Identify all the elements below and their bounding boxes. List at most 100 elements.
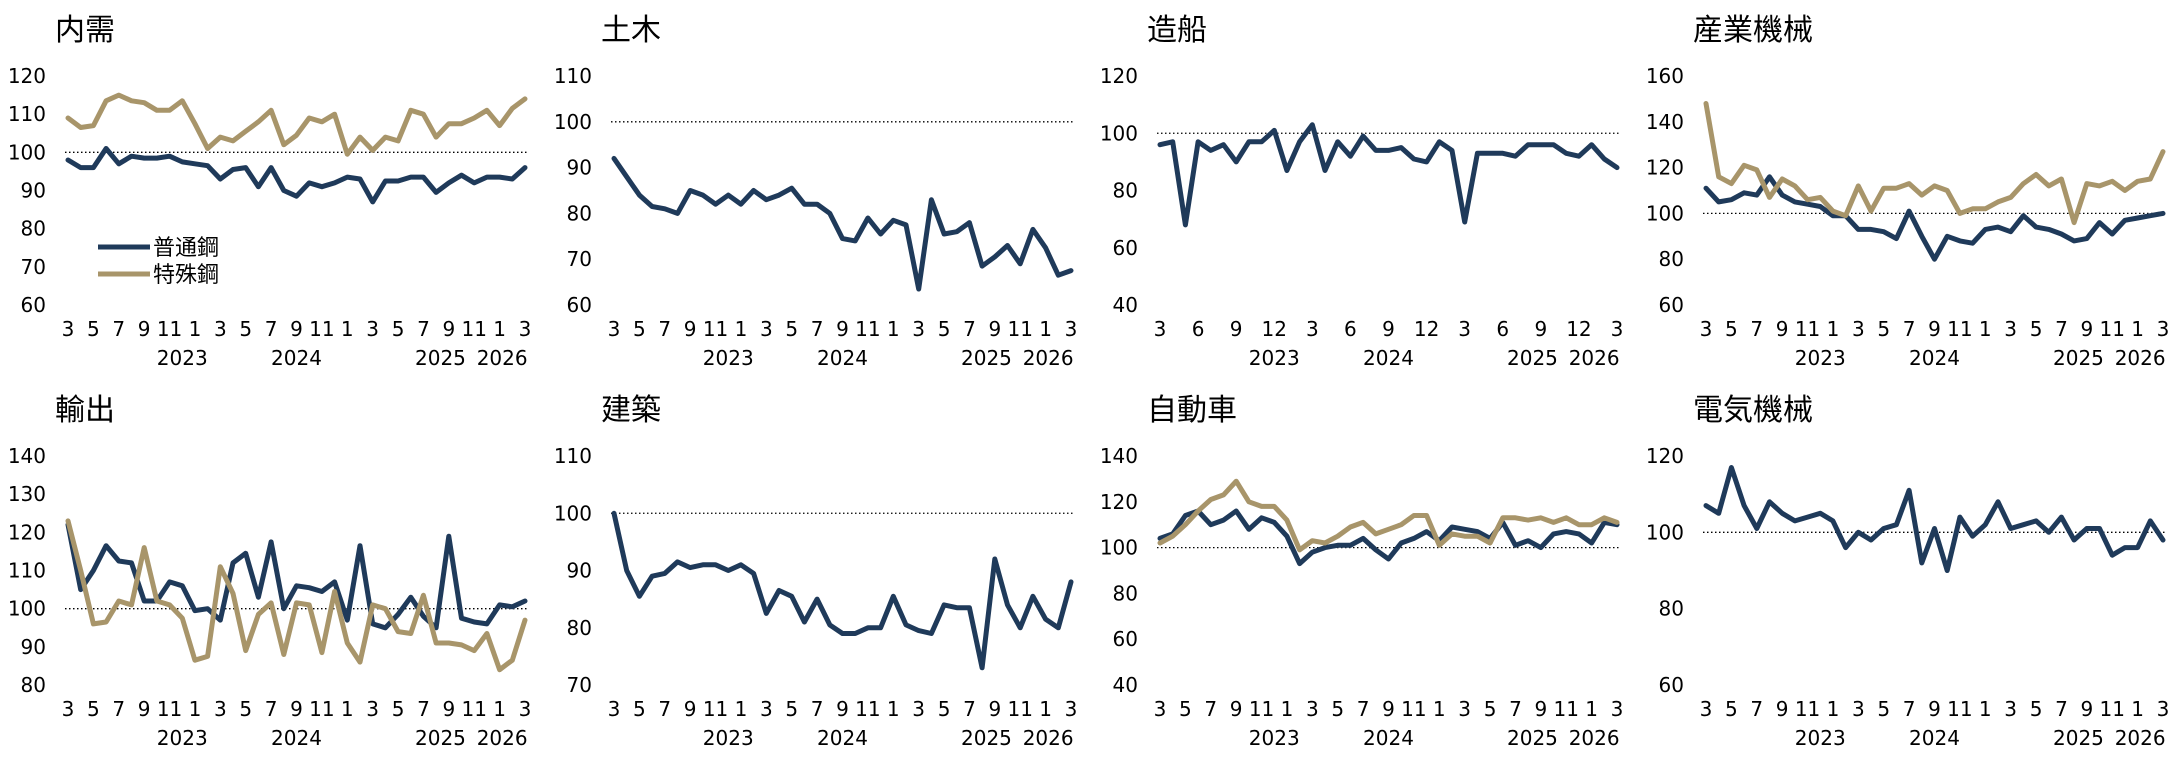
x-tick-label: 7: [1750, 317, 1763, 341]
x-year-label: 2025: [961, 346, 1012, 370]
chart-title: 産業機械: [1693, 13, 1813, 48]
x-tick-label: 7: [265, 317, 278, 341]
x-tick-label: 3: [1700, 697, 1713, 721]
x-year-label: 2024: [817, 346, 868, 370]
chart-title: 造船: [1147, 13, 1207, 48]
y-tick-label: 60: [1659, 673, 1684, 697]
x-tick-label: 5: [938, 697, 951, 721]
x-tick-label: 3: [62, 697, 75, 721]
x-tick-label: 9: [1534, 317, 1547, 341]
chart-title: 輸出: [55, 393, 115, 428]
x-tick-label: 1: [1979, 697, 1992, 721]
x-tick-label: 3: [1154, 697, 1167, 721]
x-year-label: 2026: [1569, 726, 1620, 750]
chart-title: 自動車: [1147, 393, 1237, 428]
y-tick-label: 80: [1113, 179, 1138, 203]
y-tick-label: 100: [1100, 121, 1138, 145]
y-tick-label: 80: [21, 217, 46, 241]
x-tick-label: 5: [1877, 697, 1890, 721]
x-tick-label: 3: [760, 317, 773, 341]
x-tick-label: 5: [1179, 697, 1192, 721]
x-tick-label: 5: [633, 697, 646, 721]
y-tick-label: 60: [1659, 293, 1684, 317]
y-tick-label: 140: [1100, 444, 1138, 468]
x-tick-label: 1: [341, 697, 354, 721]
x-year-label: 2023: [1795, 726, 1846, 750]
x-year-label: 2025: [415, 346, 466, 370]
y-tick-label: 120: [1646, 156, 1684, 180]
x-tick-label: 7: [417, 317, 430, 341]
x-tick-label: 1: [1585, 697, 1598, 721]
x-tick-label: 7: [265, 697, 278, 721]
x-year-label: 2023: [703, 726, 754, 750]
series-line-1: [65, 522, 528, 631]
y-tick-label: 80: [21, 673, 46, 697]
x-tick-label: 3: [1458, 697, 1471, 721]
x-tick-label: 1: [1827, 697, 1840, 721]
x-tick-label: 3: [366, 697, 379, 721]
x-tick-label: 6: [1496, 317, 1509, 341]
chart-title: 電気機械: [1693, 393, 1813, 428]
y-tick-label: 60: [21, 293, 46, 317]
x-tick-label: 5: [1484, 697, 1497, 721]
x-tick-label: 1: [1827, 317, 1840, 341]
x-tick-label: 5: [392, 697, 405, 721]
x-tick-label: 7: [2055, 317, 2068, 341]
x-tick-label: 3: [1852, 697, 1865, 721]
y-tick-label: 130: [8, 482, 46, 506]
x-tick-label: 9: [988, 697, 1001, 721]
x-tick-label: 3: [1458, 317, 1471, 341]
y-tick-label: 90: [21, 179, 46, 203]
chart-title: 建築: [601, 393, 661, 428]
x-tick-label: 3: [519, 317, 532, 341]
x-tick-label: 3: [1154, 317, 1167, 341]
y-tick-label: 80: [567, 201, 592, 225]
y-tick-label: 100: [1100, 536, 1138, 560]
x-tick-label: 7: [1903, 317, 1916, 341]
series-line-2: [65, 518, 528, 673]
y-tick-label: 140: [1646, 110, 1684, 134]
x-tick-label: 1: [189, 697, 202, 721]
x-tick-label: 3: [1611, 317, 1624, 341]
x-tick-label: 9: [988, 317, 1001, 341]
x-tick-label: 3: [2157, 697, 2170, 721]
y-tick-label: 100: [554, 501, 592, 525]
y-tick-label: 90: [567, 559, 592, 583]
x-year-label: 2025: [1507, 346, 1558, 370]
x-tick-label: 6: [1192, 317, 1205, 341]
x-year-label: 2023: [703, 346, 754, 370]
x-tick-label: 5: [87, 697, 100, 721]
x-tick-label: 1: [887, 317, 900, 341]
x-tick-label: 3: [1852, 317, 1865, 341]
x-tick-label: 9: [1230, 317, 1243, 341]
x-tick-label: 11: [1007, 317, 1032, 341]
x-year-label: 2026: [477, 346, 528, 370]
x-tick-label: 3: [1700, 317, 1713, 341]
y-tick-label: 120: [8, 64, 46, 88]
x-tick-label: 11: [461, 317, 486, 341]
series-line-1: [1703, 465, 2166, 573]
x-tick-label: 11: [157, 317, 182, 341]
x-tick-label: 3: [2004, 697, 2017, 721]
y-tick-label: 80: [567, 616, 592, 640]
x-tick-label: 3: [1065, 697, 1078, 721]
x-tick-label: 3: [1065, 317, 1078, 341]
x-year-label: 2024: [271, 726, 322, 750]
x-year-label: 2025: [1507, 726, 1558, 750]
x-tick-label: 5: [392, 317, 405, 341]
x-tick-label: 11: [1007, 697, 1032, 721]
x-tick-label: 1: [2131, 697, 2144, 721]
y-tick-label: 80: [1659, 247, 1684, 271]
x-tick-label: 11: [1401, 697, 1426, 721]
x-tick-label: 9: [290, 317, 303, 341]
series-line-1: [611, 510, 1074, 671]
x-tick-label: 11: [1249, 697, 1274, 721]
x-tick-label: 9: [1928, 697, 1941, 721]
x-tick-label: 7: [1903, 697, 1916, 721]
x-tick-label: 9: [138, 317, 151, 341]
series-line-1: [1157, 508, 1620, 567]
x-tick-label: 9: [684, 697, 697, 721]
chart-panel-3: 産業機械 60 80 100 120 140 160 3 5 7 9 11 1 3 5 7 9 11 1 3 5 7 9 11…: [1638, 0, 2183, 380]
